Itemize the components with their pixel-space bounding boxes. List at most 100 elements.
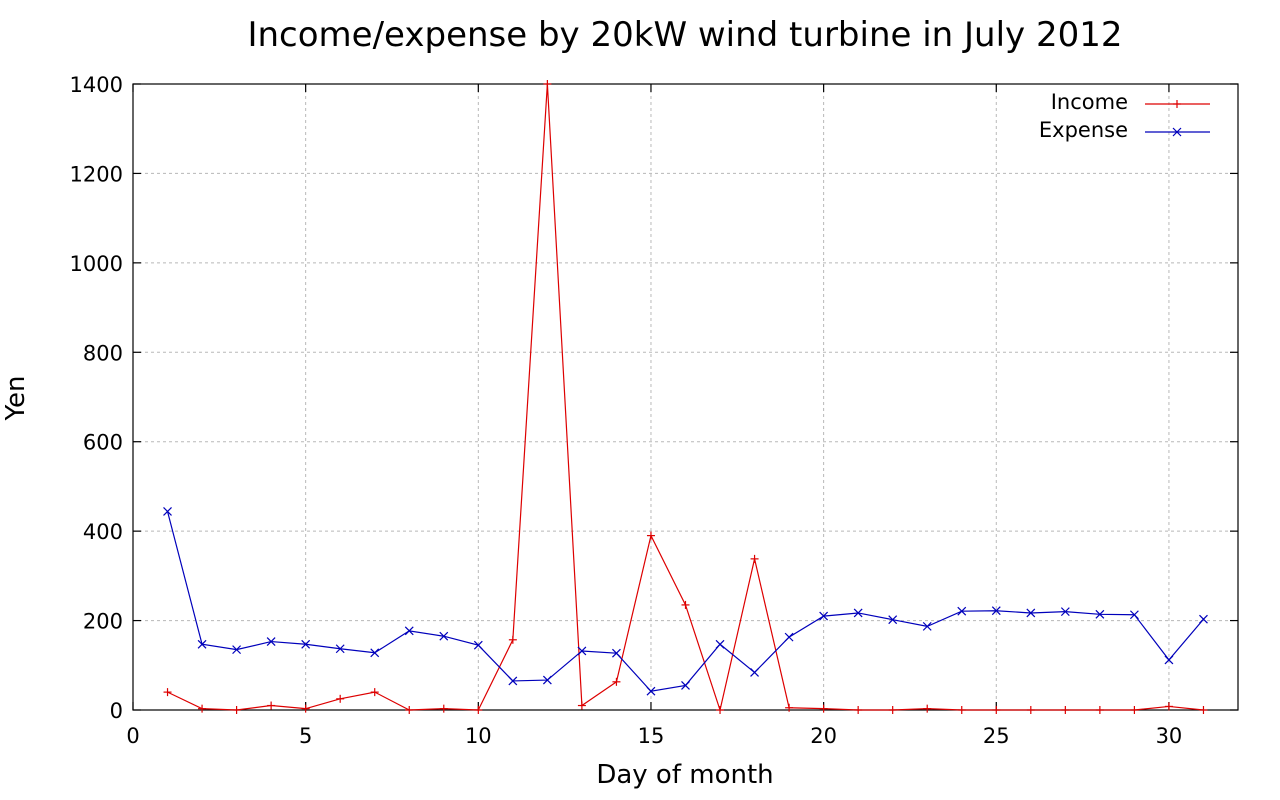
expense-point	[715, 639, 725, 649]
expense-point	[957, 606, 967, 616]
marker-stroke	[1199, 614, 1208, 624]
marker-stroke	[715, 639, 725, 649]
marker-stroke	[1129, 610, 1139, 620]
expense-point	[646, 686, 656, 696]
expense-point	[404, 626, 414, 636]
income-point	[681, 600, 690, 609]
legend-label-expense: Expense	[1039, 118, 1128, 142]
y-tick-label: 600	[83, 431, 123, 455]
income-point	[888, 706, 897, 714]
x-tick-label: 20	[810, 724, 837, 748]
income-point	[577, 701, 586, 710]
expense-point	[439, 631, 449, 641]
marker-stroke	[335, 644, 345, 654]
expense-point	[1095, 609, 1105, 619]
marker-stroke	[646, 686, 656, 696]
income-point	[646, 531, 655, 540]
income-point	[543, 80, 552, 88]
income-point	[923, 704, 932, 713]
y-tick-label: 200	[83, 610, 123, 634]
marker-stroke	[1095, 609, 1105, 619]
expense-point	[819, 611, 829, 621]
legend-swatch-expense	[1145, 127, 1210, 137]
income-point	[508, 635, 517, 644]
marker-stroke	[370, 648, 380, 658]
expense-point	[163, 507, 172, 516]
expense-point	[853, 608, 863, 618]
legend-marker	[1172, 127, 1182, 137]
expense-point	[301, 639, 311, 649]
income-point	[785, 703, 794, 712]
series-layer	[163, 80, 1208, 714]
income-point	[1026, 706, 1035, 714]
marker-stroke	[681, 680, 690, 690]
income-point	[163, 688, 172, 697]
expense-point	[1060, 607, 1070, 617]
marker-stroke	[232, 645, 242, 655]
expense-point	[197, 639, 207, 649]
legend: Income Expense	[1039, 90, 1210, 142]
marker-stroke	[819, 611, 829, 621]
expense-point	[577, 646, 587, 656]
expense-point	[473, 640, 483, 650]
income-line	[167, 83, 1204, 713]
y-axis-label: Yen	[1, 376, 31, 422]
y-tick-label: 1200	[70, 162, 123, 186]
marker-stroke	[784, 632, 794, 642]
expense-point	[922, 621, 932, 631]
marker-stroke	[853, 608, 863, 618]
chart-title: Income/expense by 20kW wind turbine in J…	[247, 15, 1122, 55]
income-point	[819, 704, 828, 713]
y-tick-label: 1000	[70, 252, 123, 276]
marker-stroke	[612, 648, 621, 658]
x-tick-label: 15	[638, 724, 665, 748]
legend-label-income: Income	[1051, 90, 1128, 114]
expense-point	[1129, 610, 1139, 620]
y-tick-label: 1400	[70, 73, 123, 97]
income-series	[163, 80, 1208, 714]
y-tick-label: 800	[83, 341, 123, 365]
income-point	[474, 706, 483, 714]
income-point	[1199, 706, 1208, 714]
expense-series	[163, 507, 1208, 696]
marker-stroke	[542, 675, 552, 685]
x-tick-label: 25	[983, 724, 1010, 748]
marker-stroke	[991, 606, 1001, 616]
income-point	[854, 706, 863, 714]
plot-frame	[132, 83, 1239, 711]
marker-stroke	[957, 606, 967, 616]
expense-point	[681, 680, 690, 690]
income-point	[267, 701, 276, 710]
income-point	[612, 677, 621, 686]
expense-point	[542, 675, 552, 685]
income-point	[439, 704, 448, 713]
income-point	[1061, 706, 1070, 714]
income-point	[301, 704, 310, 713]
marker-stroke	[750, 668, 759, 677]
marker-stroke	[266, 637, 276, 647]
x-tick-label: 0	[126, 724, 139, 748]
axis-ticks: 0 5 10 15 20 25 30 0 200 400 600 800 1000 1200 1400	[70, 73, 1238, 748]
y-tick-label: 400	[83, 520, 123, 544]
income-point	[370, 688, 379, 697]
expense-point	[612, 648, 621, 658]
expense-point	[750, 668, 759, 677]
expense-point	[370, 648, 380, 658]
legend-swatches	[1145, 100, 1210, 137]
marker-stroke	[1060, 607, 1070, 617]
expense-point	[991, 606, 1001, 616]
expense-point	[1026, 608, 1036, 618]
marker-stroke	[1172, 127, 1182, 137]
marker-stroke	[404, 626, 414, 636]
expense-point	[888, 615, 898, 625]
marker-stroke	[163, 507, 172, 516]
income-point	[716, 706, 725, 714]
x-tick-label: 30	[1156, 724, 1183, 748]
expense-point	[508, 676, 518, 686]
x-axis-label: Day of month	[596, 760, 773, 790]
grid-lines	[133, 84, 1238, 710]
income-point	[1164, 702, 1173, 711]
legend-marker	[1173, 100, 1181, 108]
marker-stroke	[301, 639, 311, 649]
